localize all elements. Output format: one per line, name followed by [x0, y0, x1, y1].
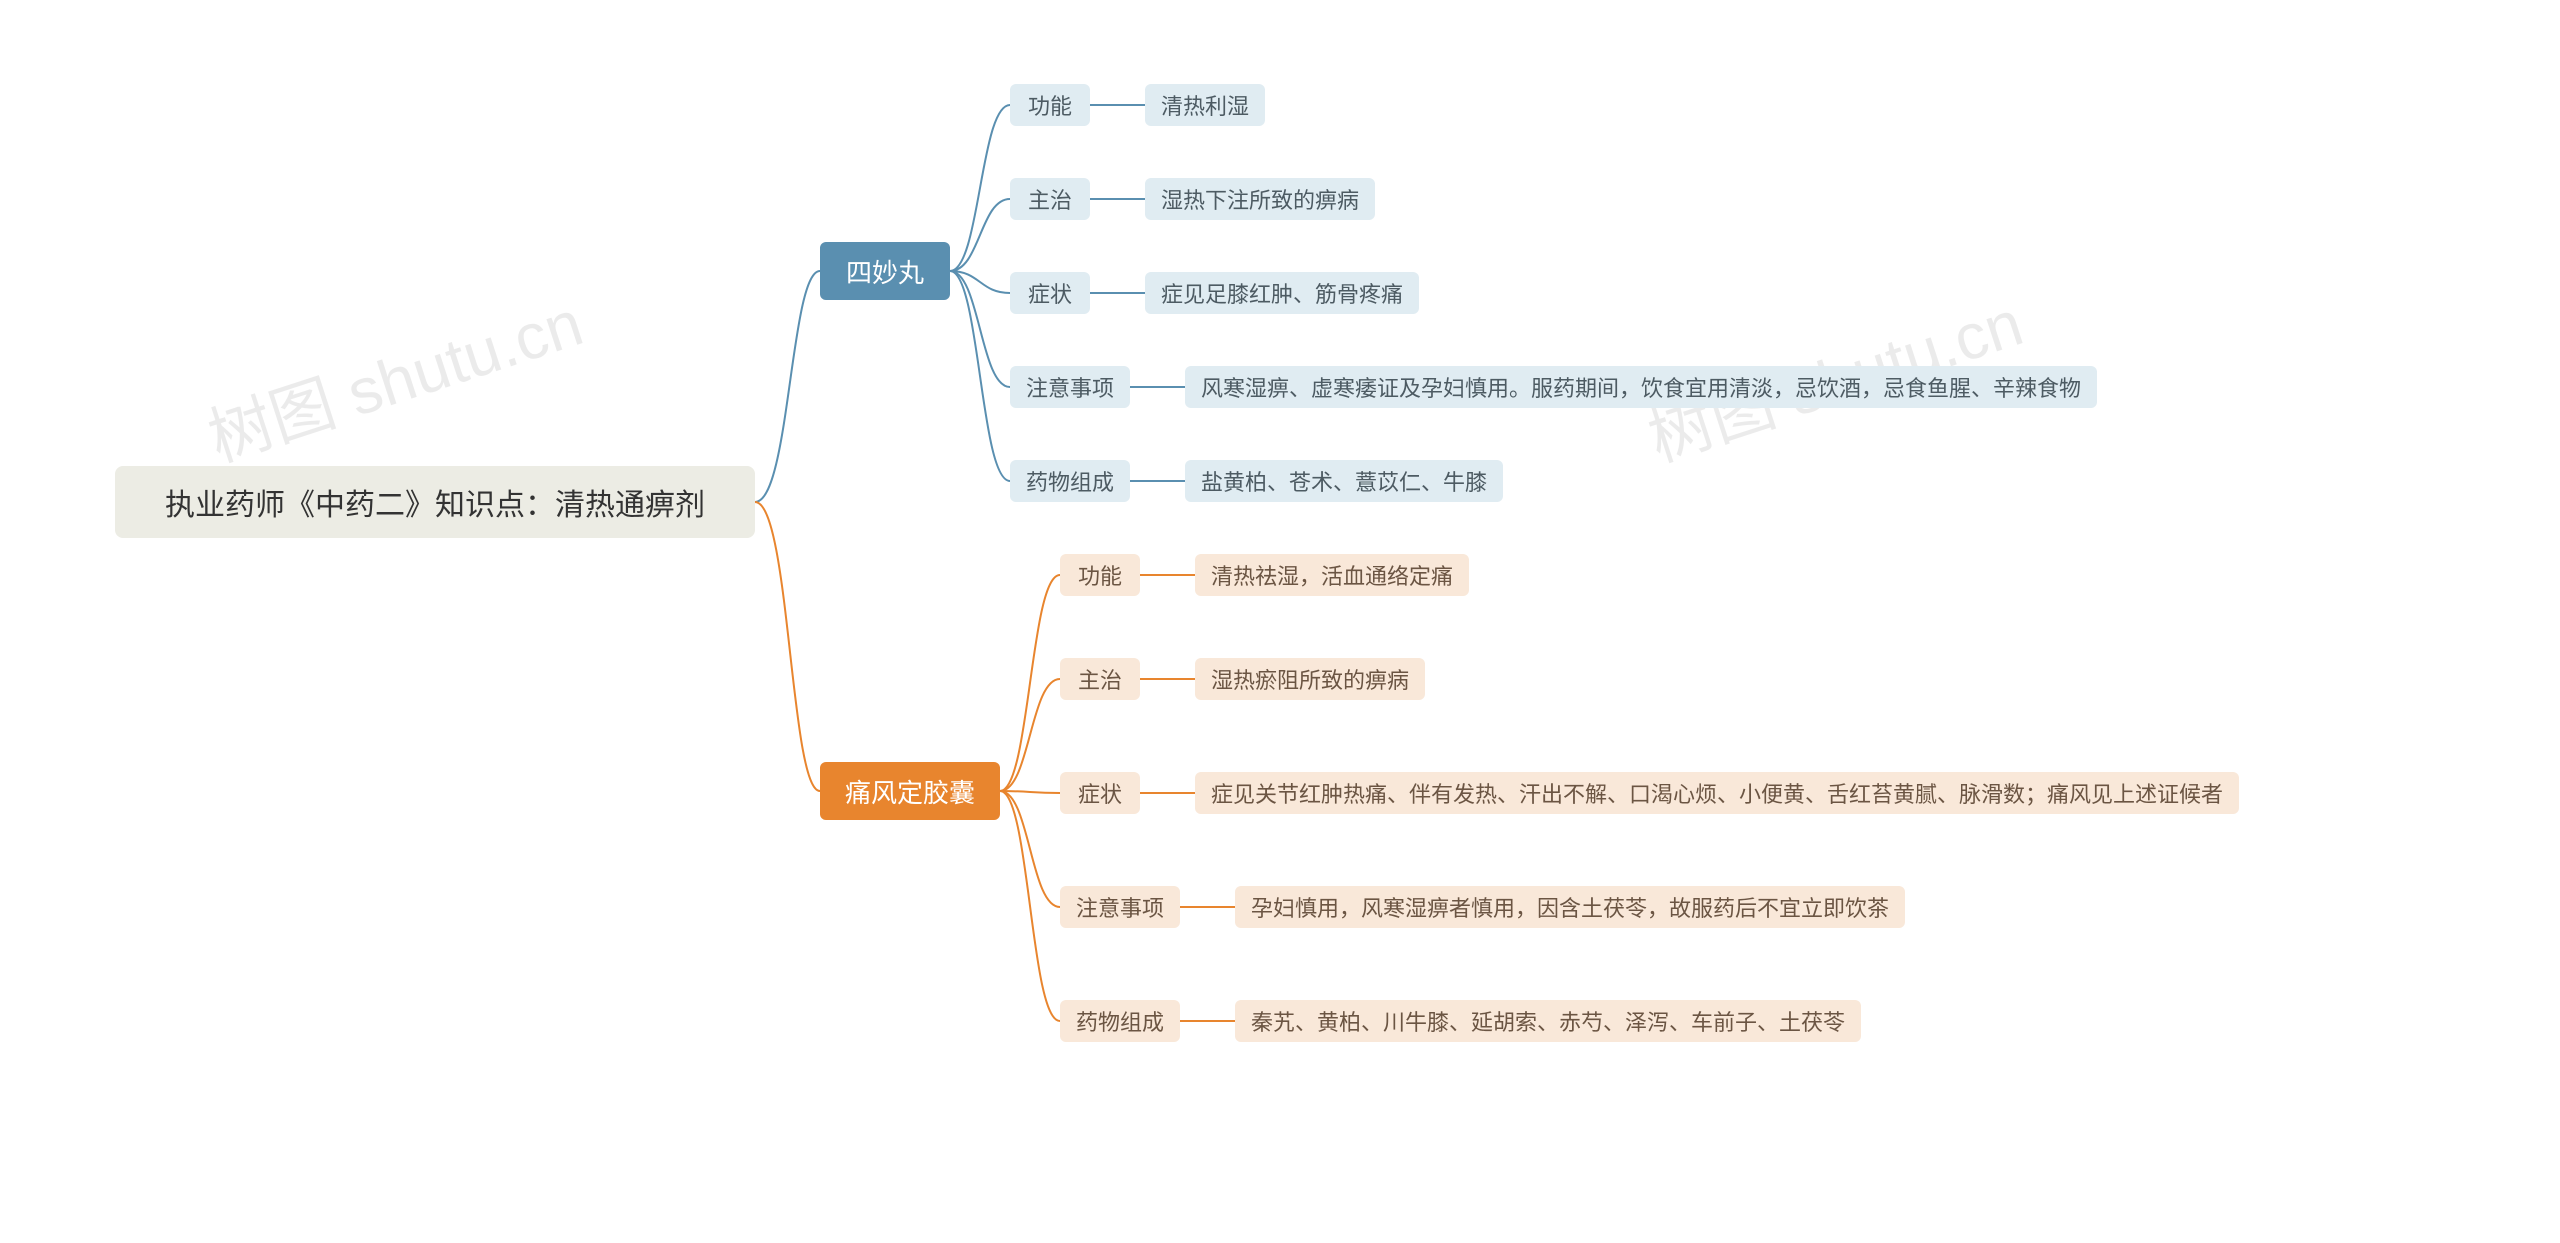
sub-zhengzhuang-2: 症状 [1060, 772, 1140, 814]
leaf-gongneng-1: 清热利湿 [1145, 84, 1265, 126]
sub-yaowu-2: 药物组成 [1060, 1000, 1180, 1042]
sub-yaowu-1: 药物组成 [1010, 460, 1130, 502]
watermark: 树图 shutu.cn [195, 272, 592, 479]
leaf-yaowu-2: 秦艽、黄柏、川牛膝、延胡索、赤芍、泽泻、车前子、土茯苓 [1235, 1000, 1861, 1042]
branch-tongfengding: 痛风定胶囊 [820, 762, 1000, 820]
sub-zhuyi-2: 注意事项 [1060, 886, 1180, 928]
root-node: 执业药师《中药二》知识点：清热通痹剂 [115, 466, 755, 538]
leaf-gongneng-2: 清热祛湿，活血通络定痛 [1195, 554, 1469, 596]
leaf-zhengzhuang-2: 症见关节红肿热痛、伴有发热、汗出不解、口渴心烦、小便黄、舌红苔黄腻、脉滑数；痛风… [1195, 772, 2239, 814]
sub-zhuzhi-1: 主治 [1010, 178, 1090, 220]
leaf-zhuyi-2: 孕妇慎用，风寒湿痹者慎用，因含土茯苓，故服药后不宜立即饮茶 [1235, 886, 1905, 928]
leaf-zhuyi-1: 风寒湿痹、虚寒痿证及孕妇慎用。服药期间，饮食宜用清淡，忌饮酒，忌食鱼腥、辛辣食物 [1185, 366, 2097, 408]
sub-gongneng-1: 功能 [1010, 84, 1090, 126]
leaf-zhuzhi-1: 湿热下注所致的痹病 [1145, 178, 1375, 220]
leaf-zhengzhuang-1: 症见足膝红肿、筋骨疼痛 [1145, 272, 1419, 314]
sub-zhuzhi-2: 主治 [1060, 658, 1140, 700]
branch-simiaowan: 四妙丸 [820, 242, 950, 300]
sub-zhengzhuang-1: 症状 [1010, 272, 1090, 314]
sub-zhuyi-1: 注意事项 [1010, 366, 1130, 408]
leaf-yaowu-1: 盐黄柏、苍术、薏苡仁、牛膝 [1185, 460, 1503, 502]
sub-gongneng-2: 功能 [1060, 554, 1140, 596]
leaf-zhuzhi-2: 湿热瘀阻所致的痹病 [1195, 658, 1425, 700]
